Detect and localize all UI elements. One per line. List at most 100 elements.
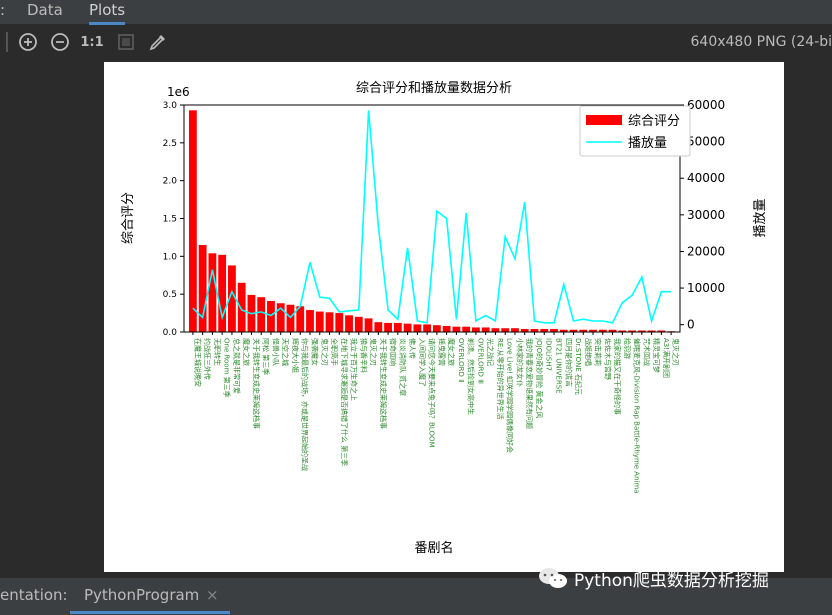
bar bbox=[637, 330, 646, 332]
y-tick-label: 1.5 bbox=[163, 215, 177, 225]
y2-tick-label: 20000 bbox=[687, 244, 725, 258]
x-tick-label: 突击莉莉 bbox=[594, 338, 603, 366]
bar bbox=[257, 297, 266, 332]
bar bbox=[218, 254, 227, 332]
x-tick-label: 在魔王城说晚安 bbox=[193, 338, 202, 387]
python-program-tab[interactable]: PythonProgram bbox=[84, 586, 200, 604]
x-tick-label: 魔女之旅 bbox=[447, 338, 456, 366]
x-tick-label: One Room 第三季 bbox=[223, 338, 232, 398]
zoom-out-icon[interactable] bbox=[48, 30, 72, 54]
x-tick-label: 咒术回战 bbox=[642, 338, 651, 366]
x-tick-label: 请问您今天要来点兔子吗？BLOOM bbox=[428, 338, 437, 448]
y-tick-label: 2.0 bbox=[163, 177, 178, 187]
x-tick-label: OVERLORD Ⅲ bbox=[476, 338, 484, 384]
x-tick-label: 魔女之旅 bbox=[242, 338, 251, 366]
chart: 综合评分和播放量数据分析 1e6 0.0 0.5 1.0 1.5 2.0 2.5 3.0 0… bbox=[121, 81, 768, 556]
x-tick-label: 鬼灭之刃 bbox=[672, 338, 681, 366]
y2-tick-label: 10000 bbox=[687, 281, 725, 295]
bar bbox=[462, 326, 471, 332]
bar bbox=[628, 330, 636, 332]
x-tick-label: 怪兽小队 bbox=[271, 338, 280, 366]
x-tick-label: 关于我转生变成史莱姆这档事 bbox=[252, 338, 261, 429]
x-tick-label: 无职转生 bbox=[213, 338, 222, 366]
bar bbox=[608, 329, 617, 332]
bar bbox=[569, 329, 578, 332]
y-tick-label: 0.0 bbox=[163, 328, 178, 338]
bar bbox=[315, 311, 324, 332]
x-tick-label: IDOLiSH7 bbox=[545, 338, 553, 371]
x-tick-label: 狼与香辛料 bbox=[359, 338, 368, 373]
bar bbox=[228, 265, 236, 332]
bar bbox=[501, 328, 510, 332]
y-tick-label: 3.0 bbox=[163, 101, 178, 111]
plot-toolbar: 1:1 640x480 PNG (24-bi bbox=[0, 26, 832, 60]
y2-tick-label: 0 bbox=[687, 318, 695, 332]
x-tick-label: 入间同学入魔了 bbox=[418, 338, 427, 387]
bar bbox=[306, 310, 314, 332]
bar bbox=[618, 330, 627, 332]
bar bbox=[530, 328, 539, 332]
bar bbox=[423, 324, 432, 332]
y2-tick-label: 50000 bbox=[687, 135, 725, 149]
bar bbox=[579, 329, 588, 332]
legend-bar-swatch bbox=[586, 115, 622, 125]
x-tick-label: 佛人传 bbox=[408, 338, 417, 359]
bar bbox=[413, 324, 422, 332]
bar bbox=[598, 329, 607, 332]
left-stub-text: : bbox=[0, 1, 6, 19]
x-tick-label: 摇曳露营 bbox=[437, 338, 446, 366]
x-tick-label: 鬼灭之刃 bbox=[320, 338, 329, 366]
toolbar-divider bbox=[6, 32, 8, 52]
bar bbox=[237, 282, 246, 332]
x-axis-label: 番剧名 bbox=[414, 540, 453, 556]
bar bbox=[296, 306, 305, 332]
fit-frame-icon[interactable] bbox=[114, 30, 138, 54]
x-tick-label: 鬼灭之刃 bbox=[369, 338, 378, 366]
bar bbox=[276, 303, 285, 332]
bar bbox=[393, 322, 402, 332]
x-tick-label: 我家的猫又在干奇怪的事 bbox=[613, 338, 622, 415]
legend: 综合评分 播放量 bbox=[579, 105, 691, 157]
bar bbox=[345, 315, 353, 332]
tab-data[interactable]: Data bbox=[27, 1, 63, 19]
x-tick-label: 你与我最后的战场，亦或是世界起始的圣战 bbox=[301, 338, 310, 471]
y-axis-label: 综合评分 bbox=[121, 192, 136, 244]
x-tick-label: 全职高手 bbox=[330, 338, 339, 366]
tab-bar: : Data Plots bbox=[0, 0, 832, 25]
bottom-bar: entation: PythonProgram × bbox=[0, 578, 832, 615]
bar bbox=[657, 330, 666, 332]
bar bbox=[550, 328, 558, 332]
x-tick-label: 总之就是非常可爱 bbox=[232, 338, 241, 394]
x-tick-label: 宿命回响 bbox=[389, 338, 398, 366]
x-tick-label: RE:从零开始的异世界生活 bbox=[496, 338, 505, 420]
axes-frame bbox=[183, 104, 681, 333]
x-tick-label: BT21 UNIVERSE bbox=[555, 338, 563, 394]
legend-line-label: 播放量 bbox=[628, 136, 667, 151]
x-tick-label: JOJO的奇妙冒险 黄金之风 bbox=[535, 337, 544, 418]
y-tick-label: 2.5 bbox=[163, 139, 177, 149]
tab-plots[interactable]: Plots bbox=[89, 0, 126, 25]
bar bbox=[384, 322, 392, 332]
image-info-text: 640x480 PNG (24-bi bbox=[690, 34, 832, 50]
x-tick-label: OVERLORD Ⅱ bbox=[457, 338, 465, 383]
y-offset-text: 1e6 bbox=[167, 85, 190, 99]
chart-title: 综合评分和播放量数据分析 bbox=[356, 81, 512, 96]
bar bbox=[188, 110, 197, 332]
x-tick-label: 小林家的龙女仆 bbox=[515, 338, 524, 387]
bar bbox=[432, 325, 441, 332]
bar bbox=[208, 253, 217, 332]
x-tick-label: 佐佐木与宫野 bbox=[603, 338, 612, 380]
x-tick-label: 我立于百万生命之上 bbox=[350, 338, 359, 401]
x-tick-label: 强袭魔女 bbox=[311, 338, 320, 366]
x-tick-label: A3!满开剧团 bbox=[662, 338, 671, 378]
bar bbox=[325, 312, 334, 332]
x-tick-label: 炎炎消防队 贰之章 bbox=[398, 338, 407, 396]
close-icon[interactable]: × bbox=[206, 586, 219, 604]
bar bbox=[511, 328, 519, 332]
x-tick-label: 我的青春恋爱物语果然有问题 bbox=[525, 338, 534, 429]
x-tick-label: 战姬绝唱 bbox=[584, 338, 593, 366]
actual-size-button[interactable]: 1:1 bbox=[80, 34, 104, 50]
eyedropper-icon[interactable] bbox=[146, 30, 170, 54]
zoom-in-icon[interactable] bbox=[16, 30, 40, 54]
x-tick-label: 催眠麦克风-Division Rap Battle-Rhyme Anima bbox=[633, 338, 642, 494]
